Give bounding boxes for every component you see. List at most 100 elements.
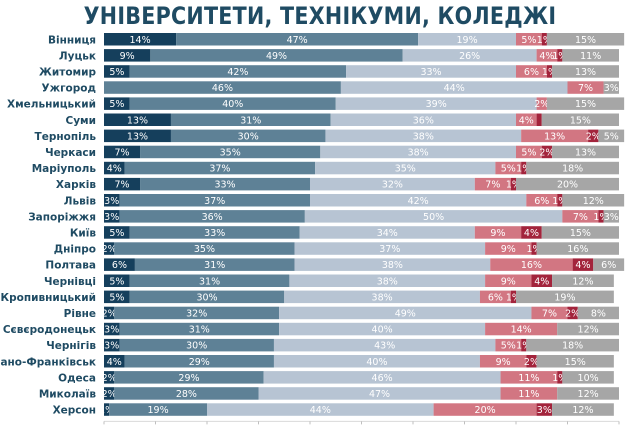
- bar-segment: [294, 258, 491, 271]
- data-label: 20%: [475, 405, 496, 416]
- data-label: 38%: [382, 260, 403, 271]
- data-label: 38%: [372, 292, 393, 303]
- data-label: 13%: [127, 131, 148, 142]
- bar-segment: [104, 129, 171, 143]
- data-label: 5%: [109, 276, 124, 287]
- data-label: 4%: [539, 51, 554, 62]
- bar-segment: [541, 33, 547, 46]
- bar-segment: [335, 97, 537, 110]
- category-label: Суми: [66, 115, 97, 127]
- category-label: Львів: [64, 195, 97, 207]
- bar-segment: [310, 177, 475, 191]
- category-label: Житомир: [39, 66, 96, 78]
- bar-segment: [541, 113, 619, 126]
- data-label: 33%: [420, 67, 441, 78]
- bar-segment: [310, 194, 527, 207]
- data-label: 3%: [604, 83, 619, 94]
- bar-segment: [510, 177, 516, 191]
- bar-segment: [104, 113, 171, 126]
- bar-segment: [299, 226, 475, 239]
- category-label: Чернігів: [46, 340, 96, 352]
- bar-segment: [521, 338, 527, 352]
- category-label: Одеса: [58, 372, 96, 384]
- data-label: 1%: [537, 35, 552, 46]
- data-label: 11%: [518, 373, 539, 384]
- bar-segment: [140, 145, 321, 159]
- data-label: 12%: [578, 325, 599, 336]
- bar-segment: [320, 145, 516, 159]
- data-label: 38%: [377, 276, 398, 287]
- bar-segment: [109, 403, 207, 416]
- data-label: 7%: [485, 180, 500, 191]
- category-label: Запоріжжя: [28, 211, 96, 223]
- data-label: 5%: [501, 164, 516, 175]
- data-label: 2%: [102, 373, 117, 384]
- data-label: 5%: [604, 131, 619, 142]
- data-label: 13%: [544, 131, 565, 142]
- bar-segment: [557, 49, 563, 62]
- bar-segment: [490, 258, 573, 271]
- bar-segment: [114, 242, 295, 255]
- data-label: 4%: [107, 357, 122, 368]
- data-label: 36%: [202, 212, 223, 223]
- data-label: 9%: [496, 357, 511, 368]
- category-label: Маріуполь: [32, 163, 97, 175]
- bar-segment: [279, 306, 532, 320]
- data-label: 9%: [490, 228, 505, 239]
- bar-segment: [516, 177, 619, 191]
- bar-segment: [104, 65, 130, 78]
- bar-segment: [119, 210, 305, 223]
- bar-segment: [330, 113, 516, 126]
- data-label: 5%: [109, 228, 124, 239]
- data-label: 42%: [408, 196, 429, 207]
- bar-segment: [104, 242, 115, 255]
- data-label: 20%: [557, 180, 578, 191]
- bars-group: 14% 47% 19% 5% 1% 15%9% 49% 26% 4%1% 11%5% 42% 33% 6…: [99, 33, 625, 416]
- data-label: 49%: [395, 308, 416, 319]
- data-label: 35%: [220, 147, 241, 158]
- data-label: 38%: [408, 147, 429, 158]
- data-label: 15%: [570, 115, 591, 126]
- bar-segment: [129, 97, 336, 110]
- category-label: Ужгород: [42, 83, 96, 95]
- bar-segment: [552, 403, 614, 416]
- bar-segment: [304, 210, 563, 223]
- data-label: 2%: [102, 389, 117, 400]
- data-label: 44%: [444, 83, 465, 94]
- data-label: 5%: [521, 35, 536, 46]
- data-label: 12%: [578, 389, 599, 400]
- data-label: 19%: [148, 405, 169, 416]
- bar-segment: [289, 274, 486, 287]
- data-label: 15%: [575, 35, 596, 46]
- bar-segment: [104, 81, 341, 94]
- bar-segment: [526, 194, 558, 207]
- bar-segment: [170, 113, 331, 126]
- bar-segment: [557, 194, 563, 207]
- data-label: 8%: [591, 308, 606, 319]
- data-label: 2%: [565, 308, 580, 319]
- data-label: 3%: [104, 196, 119, 207]
- data-label: 15%: [575, 99, 596, 110]
- data-label: 12%: [572, 276, 593, 287]
- data-label: 5%: [521, 147, 536, 158]
- bar-segment: [495, 161, 522, 175]
- data-label: 12%: [583, 196, 604, 207]
- data-label: 43%: [374, 341, 395, 352]
- bar-segment: [104, 161, 125, 175]
- bar-segment: [598, 129, 625, 143]
- bar-segment: [536, 49, 558, 62]
- bar-segment: [294, 242, 486, 255]
- category-label: Київ: [70, 227, 97, 239]
- data-label: 7%: [542, 308, 557, 319]
- bar-segment: [474, 226, 522, 239]
- bar-segment: [474, 177, 511, 191]
- data-label: 3%: [537, 405, 552, 416]
- bar-segment: [129, 65, 347, 78]
- data-label: 1%: [593, 212, 608, 223]
- data-label: 3%: [104, 212, 119, 223]
- data-label: 34%: [377, 228, 398, 239]
- data-label: 6%: [534, 196, 549, 207]
- bar-segment: [124, 355, 274, 368]
- bar-segment: [603, 81, 619, 94]
- bar-segment: [104, 338, 120, 352]
